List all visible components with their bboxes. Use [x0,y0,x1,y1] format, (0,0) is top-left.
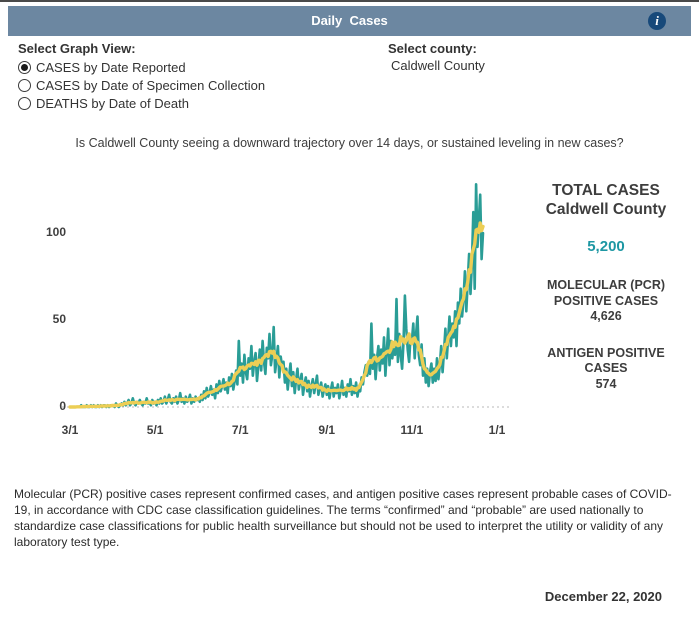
y-tick-label: 100 [45,225,66,239]
pcr-cases-block: MOLECULAR (PCR) POSITIVE CASES 4,626 [522,278,690,325]
antigen-label-line1: ANTIGEN POSITIVE [547,345,665,360]
antigen-cases-block: ANTIGEN POSITIVE CASES 574 [522,346,690,393]
graph-view-selector: Select Graph View: CASES by Date Reporte… [18,41,265,112]
trend-question-text: Is Caldwell County seeing a downward tra… [75,136,624,150]
y-tick-label: 50 [52,312,66,326]
total-cases-title: TOTAL CASES Caldwell County [522,181,690,219]
antigen-label-line2: CASES [584,361,628,375]
window-top-edge [0,0,699,2]
header-bar: Daily Cases i [8,6,691,36]
page-title: Daily Cases [311,13,388,28]
report-date: December 22, 2020 [544,589,662,604]
case-classification-disclaimer: Molecular (PCR) positive cases represent… [14,487,672,549]
radio-label: DEATHS by Date of Death [36,95,189,111]
daily-cases-line [68,182,485,409]
stats-panel: TOTAL CASES Caldwell County 5,200 MOLECU… [522,181,690,392]
county-value[interactable]: Caldwell County [391,58,485,73]
y-tick-label: 0 [59,399,66,413]
x-tick-label: 1/1 [488,423,506,437]
radio-label: CASES by Date of Specimen Collection [36,77,266,93]
radio-cases-by-date-reported[interactable]: CASES by Date Reported [18,58,265,76]
total-cases-county: Caldwell County [545,201,667,218]
antigen-cases-value: 574 [595,376,617,391]
graph-view-label: Select Graph View: [18,41,136,56]
x-tick-label: 9/1 [318,423,336,437]
radio-button-icon[interactable] [18,60,31,74]
x-tick-label: 7/1 [231,423,249,437]
x-tick-label: 5/1 [146,423,164,437]
total-cases-title-line1: TOTAL CASES [552,182,660,199]
chart-plot-area[interactable] [0,165,699,450]
radio-label: CASES by Date Reported [36,59,186,75]
radio-deaths-by-date-of-death[interactable]: DEATHS by Date of Death [18,94,265,112]
info-icon[interactable]: i [648,12,666,30]
daily-cases-chart[interactable]: 0 50 100 3/1 5/1 7/1 9/1 11/1 1/1 [0,165,699,450]
pcr-label-line1: MOLECULAR (PCR) [546,278,666,292]
county-label: Select county: [388,41,477,56]
pcr-cases-value: 4,626 [590,309,622,323]
x-tick-label: 11/1 [400,423,424,437]
x-tick-label: 3/1 [61,423,79,437]
pcr-label-line2: POSITIVE CASES [553,293,659,308]
county-selector: Select county: Caldwell County [388,41,485,73]
radio-cases-by-specimen-collection[interactable]: CASES by Date of Specimen Collection [18,76,265,94]
total-cases-value: 5,200 [587,238,625,255]
radio-button-icon[interactable] [18,96,31,110]
radio-button-icon[interactable] [18,78,31,92]
moving-average-line [68,221,485,409]
